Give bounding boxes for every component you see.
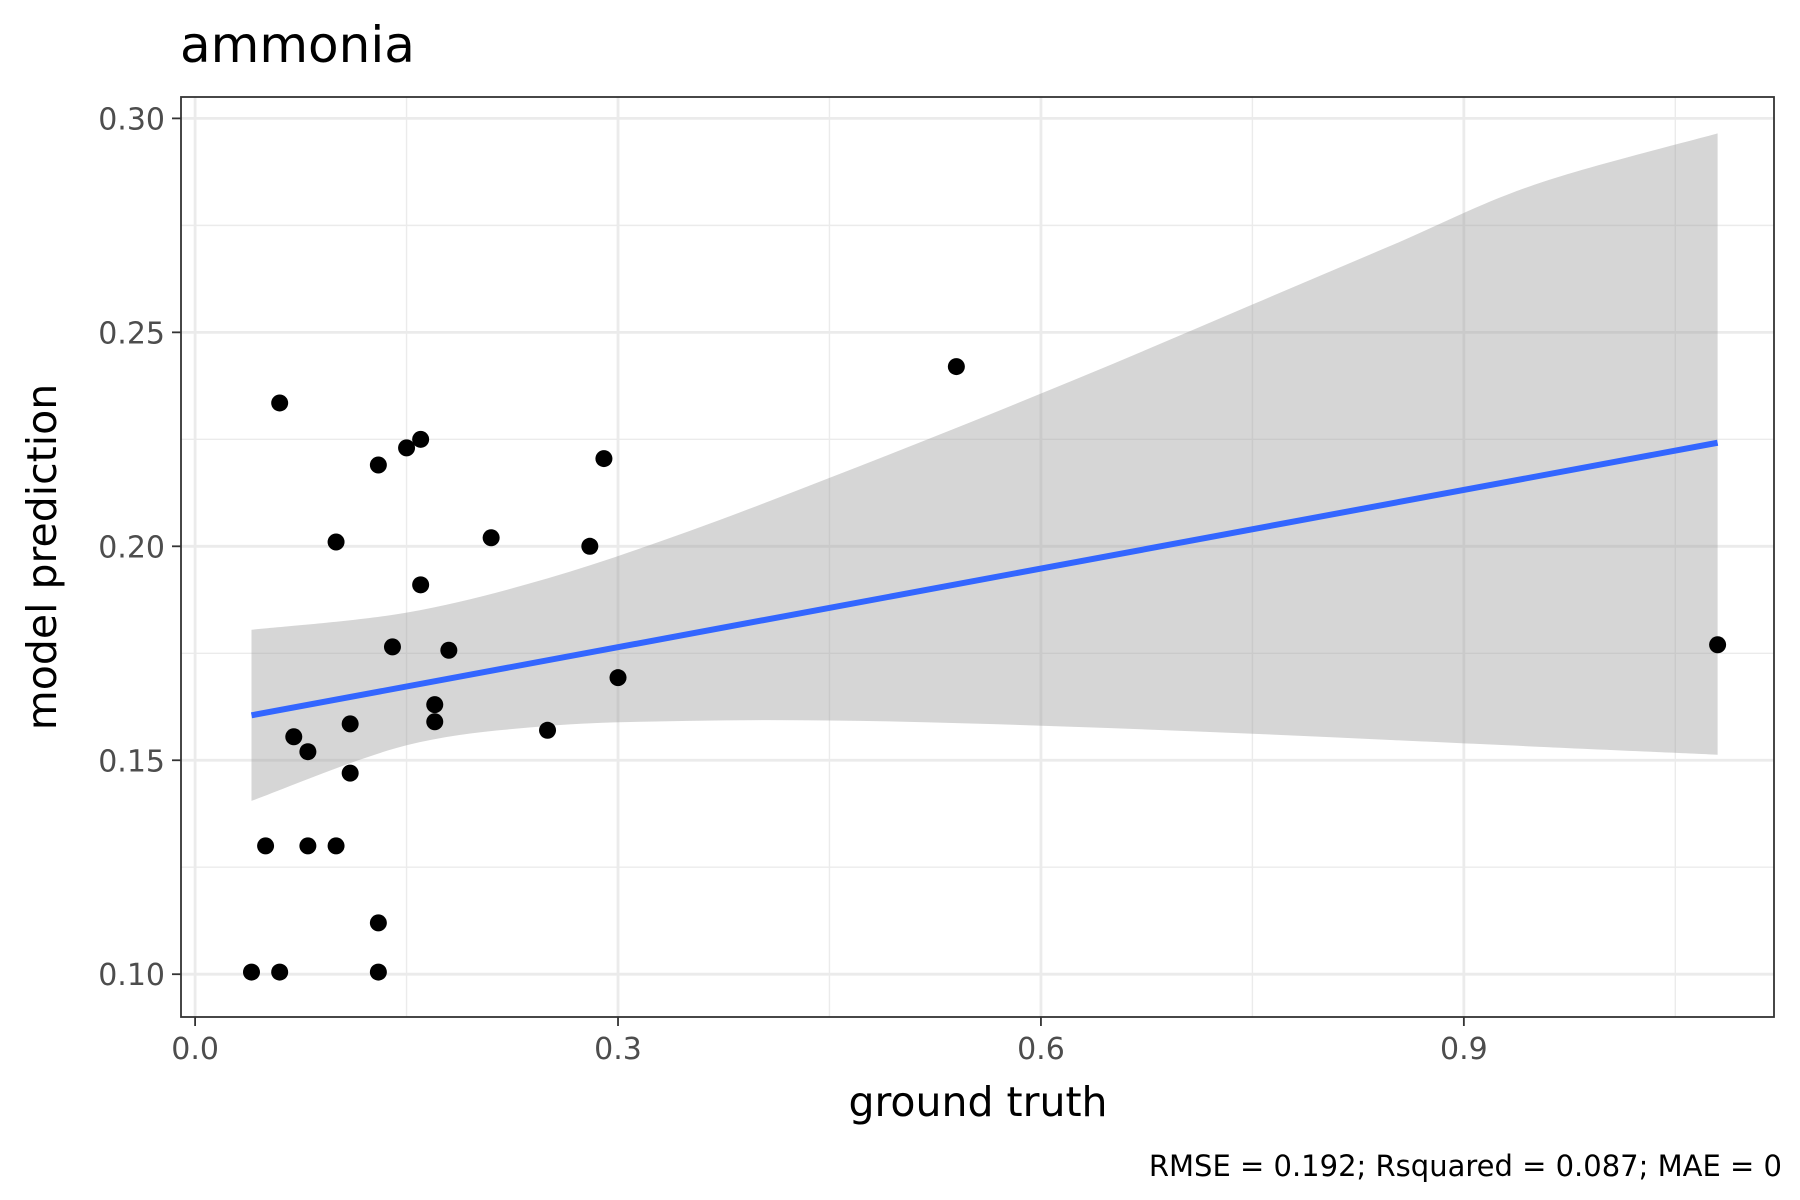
x-tick-label: 0.6 <box>1017 1032 1065 1067</box>
data-point <box>327 533 345 551</box>
data-point <box>1709 636 1727 654</box>
data-point <box>271 963 289 981</box>
x-axis-title: ground truth <box>848 1078 1107 1126</box>
data-point <box>947 358 965 376</box>
data-point <box>539 721 557 739</box>
data-point <box>369 963 387 981</box>
x-tick-label: 0.3 <box>594 1032 642 1067</box>
data-point <box>383 638 401 656</box>
data-point <box>440 641 458 659</box>
y-tick-label: 0.15 <box>98 744 165 779</box>
data-point <box>271 394 289 412</box>
data-point <box>242 963 260 981</box>
data-point <box>412 430 430 448</box>
data-point <box>257 837 275 855</box>
data-point <box>581 537 599 555</box>
data-point <box>369 456 387 474</box>
y-tick-label: 0.25 <box>98 316 165 351</box>
data-point <box>299 743 317 761</box>
y-tick-label: 0.20 <box>98 530 165 565</box>
confidence-band <box>251 133 1718 801</box>
confidence-band-layer <box>251 133 1718 801</box>
fit-line <box>250 439 1719 719</box>
data-point <box>285 728 303 746</box>
data-point <box>609 669 627 687</box>
axis-layer: 0.0 0.3 0.6 0.9 0.10 0.15 0.20 0.25 0.30 <box>98 102 1488 1067</box>
y-axis-title: model prediction <box>18 384 66 730</box>
data-point <box>327 837 345 855</box>
chart-title: ammonia <box>180 16 415 74</box>
data-point <box>426 713 444 731</box>
data-point <box>341 764 359 782</box>
data-point <box>299 837 317 855</box>
y-tick-label: 0.10 <box>98 958 165 993</box>
data-point <box>426 696 444 714</box>
fit-line-layer <box>250 439 1719 719</box>
panel-border <box>180 96 1775 1018</box>
x-tick-label: 0.0 <box>171 1032 219 1067</box>
data-point <box>398 439 416 457</box>
y-tick-label: 0.30 <box>98 102 165 137</box>
caption: RMSE = 0.192; Rsquared = 0.087; MAE = 0 <box>1149 1149 1782 1183</box>
data-point <box>341 715 359 733</box>
data-point <box>412 576 430 594</box>
x-tick-label: 0.9 <box>1440 1032 1488 1067</box>
data-point <box>595 450 613 468</box>
points-layer <box>242 358 1727 981</box>
data-point <box>482 529 500 547</box>
data-point <box>369 914 387 932</box>
